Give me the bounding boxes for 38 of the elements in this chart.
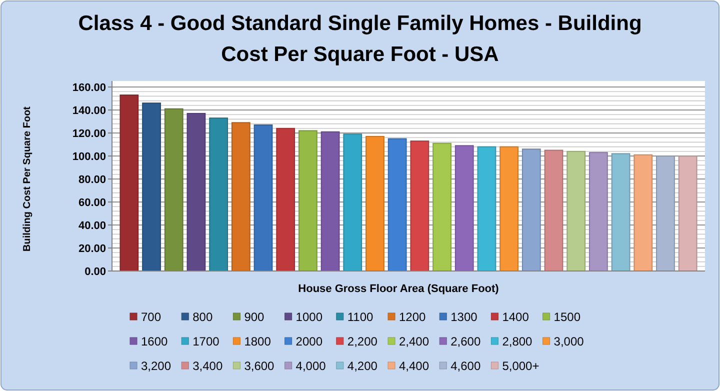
- y-axis-title: Building Cost Per Square Foot: [22, 106, 33, 252]
- legend-label: 3,400: [192, 359, 223, 373]
- legend-label: 5,000+: [502, 359, 540, 373]
- legend-label: 1400: [502, 310, 530, 324]
- legend-label: 2,800: [502, 334, 533, 348]
- chart-title: Class 4 - Good Standard Single Family Homes - Building Cost Per Square Foot - USA: [78, 12, 642, 66]
- legend-label: 2,400: [399, 334, 430, 348]
- legend-label: 4,200: [347, 359, 378, 373]
- y-tick-label: 120.00: [72, 128, 106, 140]
- y-tick-label: 140.00: [72, 104, 106, 117]
- legend-label: 1100: [347, 310, 374, 324]
- y-tick-label: 40.00: [78, 220, 106, 232]
- legend-label: 900: [244, 310, 265, 324]
- y-tick-label: 160.00: [72, 82, 106, 94]
- legend-label: 1500: [554, 310, 581, 324]
- legend-label: 1600: [141, 334, 168, 348]
- x-axis-title: House Gross Floor Area (Square Foot): [298, 283, 500, 295]
- legend-label: 4,400: [399, 359, 430, 373]
- legend-label: 700: [141, 310, 162, 324]
- y-tick-label: 60.00: [78, 196, 106, 209]
- legend-label: 1300: [450, 310, 478, 324]
- legend-label: 3,000: [554, 334, 584, 348]
- legend-label: 1000: [296, 310, 323, 324]
- legend-label: 1700: [192, 334, 220, 348]
- legend-label: 800: [192, 310, 213, 324]
- legend-label: 2000: [296, 334, 323, 348]
- legend-label: 1200: [399, 310, 426, 324]
- legend-label: 4,600: [450, 359, 481, 373]
- y-tick-label: 80.00: [78, 174, 106, 186]
- y-tick-label: 100.00: [72, 150, 106, 163]
- y-tick-label: 20.00: [78, 242, 106, 255]
- legend-label: 2,200: [347, 334, 378, 348]
- legend-label: 1800: [244, 334, 272, 348]
- legend-label: 3,200: [141, 359, 172, 373]
- y-tick-label: 0.00: [84, 266, 106, 278]
- legend-label: 4,000: [296, 359, 326, 373]
- legend-label: 3,600: [244, 359, 275, 373]
- legend-label: 2,600: [450, 334, 481, 348]
